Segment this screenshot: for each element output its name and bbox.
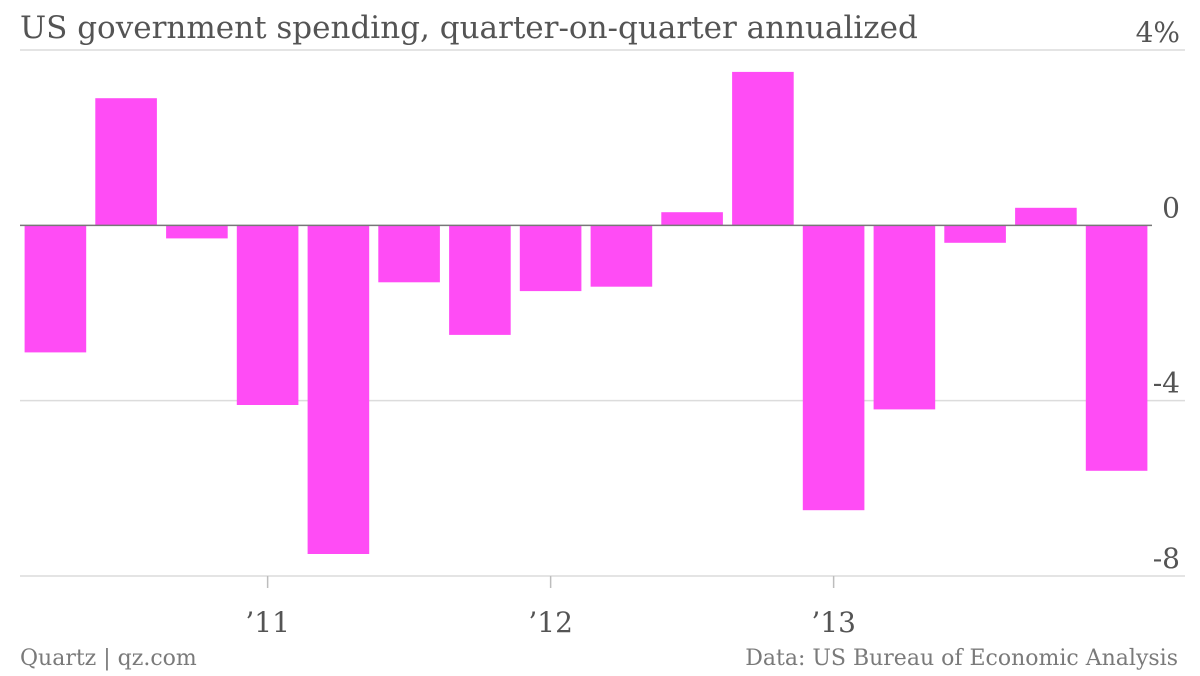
bar bbox=[95, 98, 157, 226]
bar bbox=[661, 212, 723, 226]
bar bbox=[307, 225, 370, 555]
bar bbox=[378, 225, 440, 283]
x-tick-label: ’13 bbox=[811, 606, 856, 639]
y-tick-label: 4% bbox=[1136, 16, 1180, 49]
bar bbox=[873, 225, 936, 410]
bar bbox=[166, 225, 228, 239]
footer-credit: Quartz | qz.com bbox=[20, 646, 197, 671]
y-tick-label: 0 bbox=[1162, 191, 1180, 224]
y-tick-label: -8 bbox=[1153, 542, 1180, 575]
x-tick-label: ’12 bbox=[528, 606, 573, 639]
bar bbox=[1015, 207, 1077, 226]
bar bbox=[236, 225, 299, 405]
bar bbox=[590, 225, 653, 287]
footer-source: Data: US Bureau of Economic Analysis bbox=[745, 646, 1178, 671]
bar bbox=[519, 225, 582, 292]
bar bbox=[24, 225, 87, 353]
gridlines bbox=[20, 49, 1185, 577]
bar bbox=[944, 225, 1006, 243]
bar bbox=[449, 225, 511, 335]
chart-title: US government spending, quarter-on-quart… bbox=[20, 10, 918, 46]
bar bbox=[1085, 225, 1148, 471]
bar bbox=[802, 225, 865, 511]
axes: 4% 0 -4 -8 ’11 ’12 ’13 bbox=[20, 16, 1180, 639]
y-tick-label: -4 bbox=[1153, 367, 1180, 400]
bar bbox=[732, 71, 794, 226]
x-tick-label: ’11 bbox=[245, 606, 290, 639]
bars bbox=[24, 71, 1148, 555]
